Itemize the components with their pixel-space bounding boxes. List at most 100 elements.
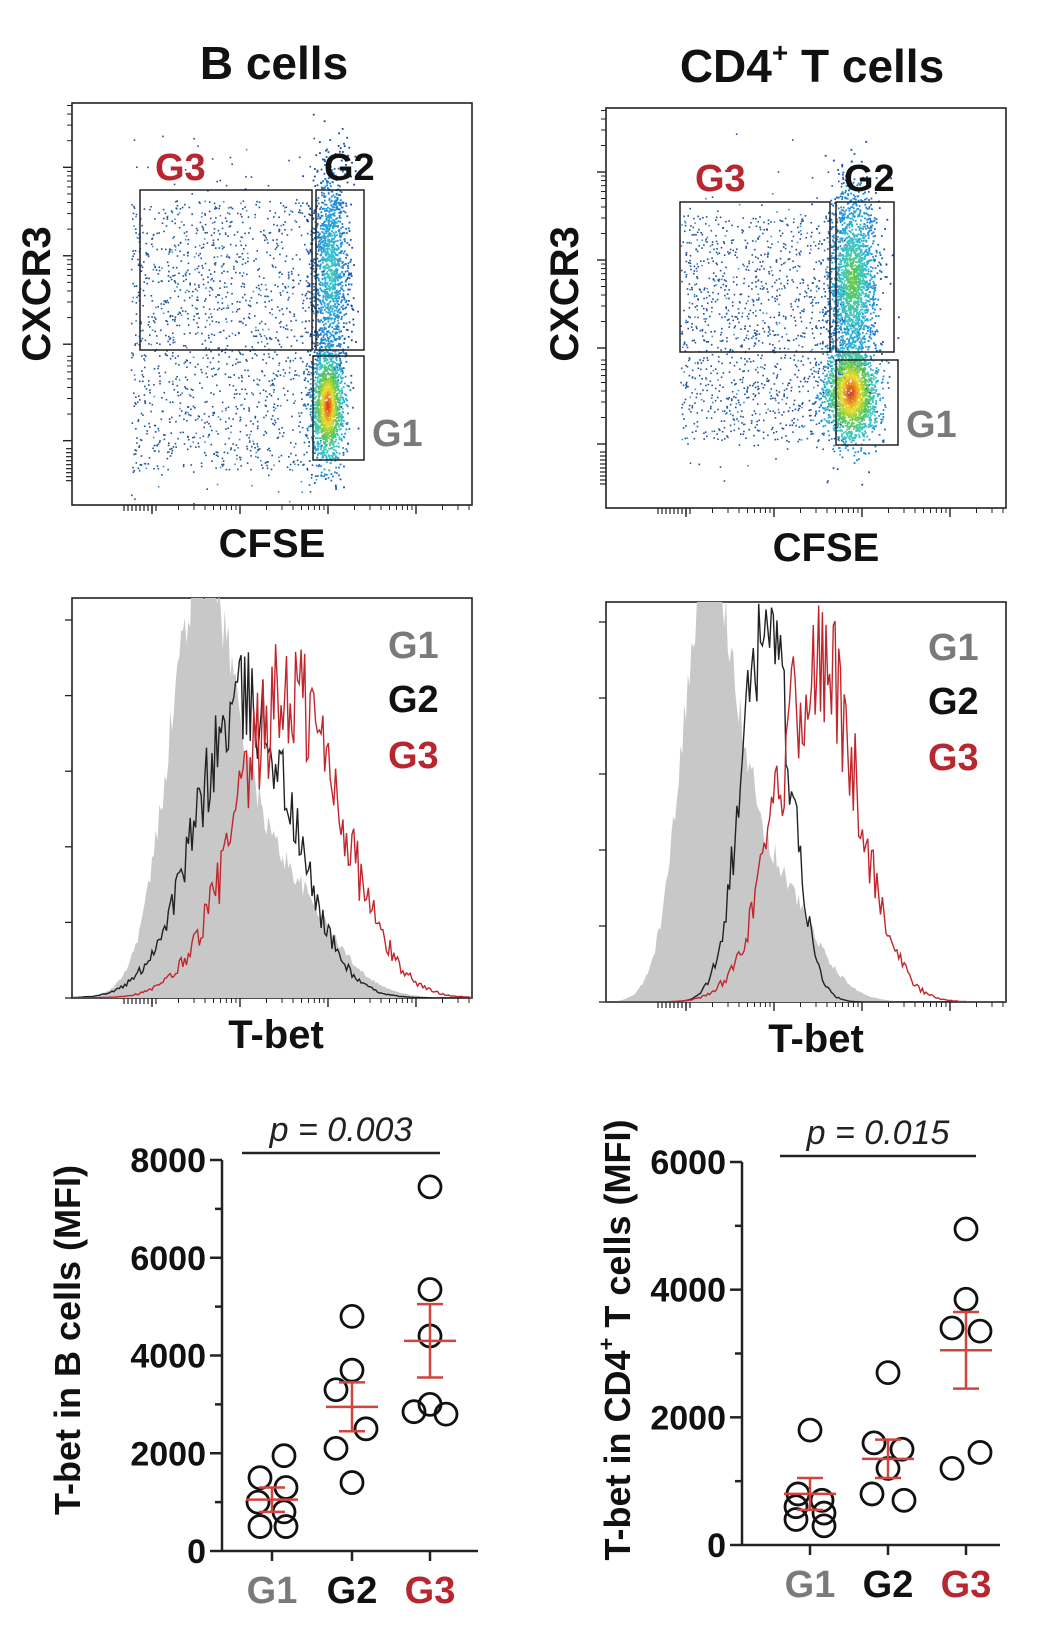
flow-event — [269, 312, 271, 314]
flow-event — [313, 345, 316, 348]
flow-event — [326, 369, 329, 372]
flow-event — [265, 390, 267, 393]
flow-event — [322, 331, 325, 334]
cd4-title-sup: + — [772, 37, 788, 68]
flow-event — [157, 306, 159, 308]
flow-event — [194, 283, 196, 286]
flow-event — [327, 400, 330, 402]
flow-event — [305, 394, 308, 397]
flow-event — [345, 164, 347, 166]
flow-event — [328, 227, 331, 230]
flow-event — [332, 380, 335, 383]
flow-event — [133, 453, 135, 456]
flow-event — [159, 329, 162, 332]
flow-event — [330, 199, 333, 202]
flow-event — [320, 418, 323, 420]
flow-event — [334, 303, 336, 306]
flow-event — [336, 327, 338, 330]
flow-event — [800, 220, 803, 223]
flow-event — [333, 404, 336, 407]
flow-event — [326, 391, 328, 394]
flow-event — [325, 317, 328, 319]
flow-event — [130, 268, 133, 271]
flow-event — [737, 337, 739, 339]
flow-event — [797, 299, 800, 302]
flow-event — [331, 429, 334, 432]
flow-event — [336, 424, 339, 426]
flow-event — [339, 260, 342, 262]
flow-event — [294, 400, 296, 402]
flow-event — [245, 209, 248, 212]
flow-event — [256, 302, 258, 304]
flow-event — [336, 456, 339, 459]
flow-event — [216, 483, 219, 486]
flow-event — [294, 442, 297, 445]
flow-event — [323, 385, 325, 387]
flow-event — [321, 342, 324, 344]
flow-event — [716, 433, 718, 435]
flow-event — [212, 357, 214, 359]
flow-event — [177, 394, 180, 397]
flow-event — [336, 290, 339, 292]
flow-event — [711, 384, 713, 387]
flow-event — [185, 278, 187, 281]
flow-event — [246, 448, 249, 450]
flow-event — [132, 255, 134, 258]
flow-event — [333, 233, 336, 236]
flow-event — [320, 364, 323, 366]
flow-event — [329, 360, 332, 363]
flow-event — [326, 436, 329, 439]
flow-event — [164, 354, 167, 356]
flow-event — [320, 444, 323, 447]
flow-event — [240, 202, 242, 205]
flow-event — [180, 307, 183, 309]
flow-event — [191, 304, 194, 307]
flow-event — [170, 210, 173, 212]
flow-event — [179, 250, 181, 253]
flow-event — [320, 366, 323, 369]
flow-event — [238, 349, 240, 352]
flow-event — [278, 216, 280, 219]
flow-event — [323, 288, 326, 291]
flow-event — [796, 376, 799, 379]
flow-event — [321, 235, 324, 238]
flow-event — [337, 326, 340, 328]
flow-event — [342, 232, 344, 234]
flow-event — [132, 392, 135, 395]
flow-event — [335, 366, 337, 368]
flow-event — [237, 212, 239, 215]
flow-event — [320, 430, 323, 433]
flow-event — [305, 248, 308, 251]
flow-event — [301, 398, 303, 400]
flow-event — [175, 378, 177, 380]
flow-event — [226, 286, 228, 288]
flow-event — [815, 302, 817, 304]
flow-event — [193, 436, 196, 439]
flow-event — [314, 185, 317, 187]
flow-event — [330, 317, 332, 320]
flow-event — [228, 213, 231, 215]
flow-event — [776, 373, 779, 376]
flow-event — [326, 412, 329, 415]
flow-event — [316, 222, 319, 225]
flow-event — [322, 300, 324, 303]
flow-event — [277, 340, 280, 342]
flow-event — [343, 337, 346, 340]
flow-event — [350, 381, 353, 384]
flow-event — [328, 405, 331, 408]
flow-plot-b-cells: G3 G2 G1 CXCR3 CFSE — [15, 102, 473, 566]
flow-event — [342, 274, 345, 277]
flow-event — [323, 301, 326, 304]
flow-event — [331, 373, 334, 376]
flow-event — [205, 347, 208, 349]
flow-event — [692, 329, 694, 331]
flow-event — [332, 401, 335, 403]
flow-event — [317, 448, 319, 451]
flow-event — [324, 290, 327, 293]
flow-event — [316, 236, 319, 239]
flow-event — [301, 321, 304, 323]
flow-event — [229, 243, 232, 246]
flow-event — [340, 318, 343, 320]
flow-event — [196, 289, 199, 292]
flow-event — [206, 231, 208, 234]
